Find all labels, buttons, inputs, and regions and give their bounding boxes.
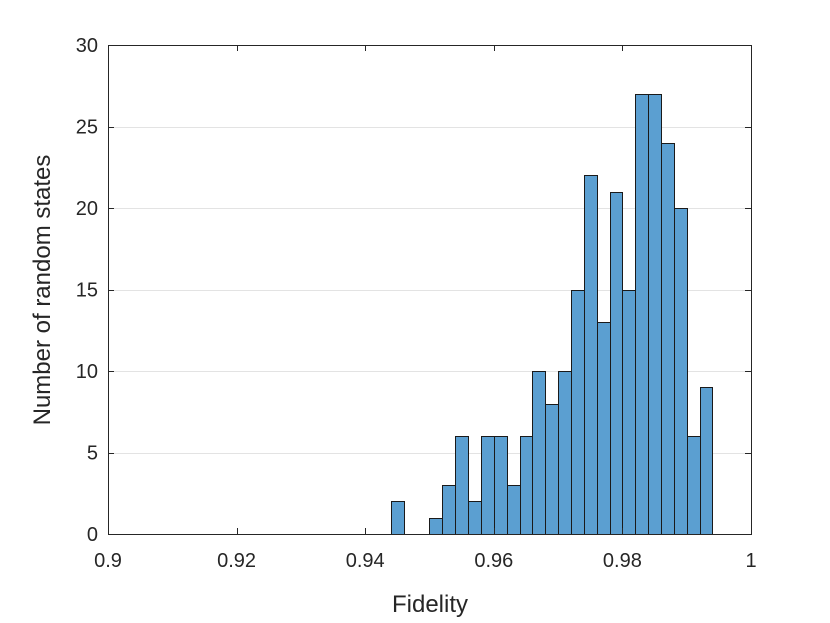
y-tick-label: 20 xyxy=(76,198,98,220)
histogram-bar xyxy=(584,175,598,535)
x-tick-label: 1 xyxy=(745,550,756,572)
y-tick-label: 15 xyxy=(76,280,98,302)
y-tick-labels: 0 5 10 15 20 25 30 xyxy=(76,35,98,546)
y-tick-label: 0 xyxy=(87,524,98,546)
histogram-bar xyxy=(507,485,521,535)
x-tick-label: 0.9 xyxy=(94,550,122,572)
y-tick-label: 5 xyxy=(87,443,98,465)
y-axis-label: Number of random states xyxy=(29,155,56,426)
histogram-bar xyxy=(661,143,675,535)
x-tick-labels: 0.9 0.92 0.94 0.96 0.98 1 xyxy=(94,550,756,572)
y-tick-label: 30 xyxy=(76,35,98,57)
histogram-bar xyxy=(597,322,611,535)
histogram-bar xyxy=(622,290,636,535)
x-tick-label: 0.92 xyxy=(217,550,256,572)
histogram-bar xyxy=(429,518,443,535)
histogram-bar xyxy=(455,436,469,535)
x-tick-label: 0.98 xyxy=(603,550,642,572)
histogram-bar xyxy=(494,436,508,535)
histogram-bar xyxy=(648,94,662,535)
x-tick-label: 0.96 xyxy=(474,550,513,572)
histogram-bar xyxy=(532,371,546,535)
histogram-bar xyxy=(545,404,559,535)
histogram-bar xyxy=(442,485,456,535)
axis-ticks xyxy=(108,45,752,535)
histogram-bar xyxy=(391,501,405,535)
histogram-bar xyxy=(481,436,495,535)
histogram-bar xyxy=(674,208,688,535)
y-tick-label: 10 xyxy=(76,361,98,383)
histogram-bar xyxy=(520,436,533,535)
histogram-bar xyxy=(635,94,649,535)
y-tick-label: 25 xyxy=(76,117,98,139)
histogram-bar xyxy=(687,436,701,535)
x-tick-label: 0.94 xyxy=(346,550,385,572)
histogram-bar xyxy=(610,192,623,535)
histogram-bar xyxy=(468,501,482,535)
histogram-bar xyxy=(558,371,572,535)
histogram-bar xyxy=(700,387,713,535)
histogram-bar xyxy=(571,290,585,535)
x-axis-label: Fidelity xyxy=(392,591,468,618)
histogram-bars xyxy=(391,94,713,535)
